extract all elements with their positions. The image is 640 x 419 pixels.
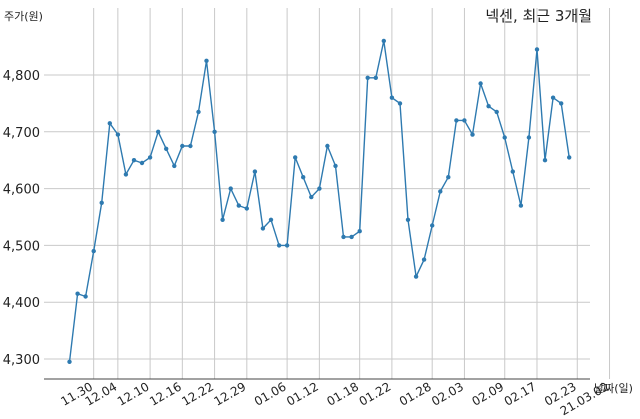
y-tick-labels: 4,300 4,400 4,500 4,600 4,700 4,800 — [3, 69, 40, 368]
data-point — [494, 109, 499, 115]
data-point — [510, 169, 515, 174]
y-tick-label: 4,400 — [3, 296, 40, 311]
data-point — [413, 274, 419, 279]
data-point — [534, 47, 540, 52]
data-point — [115, 132, 121, 137]
data-point — [486, 104, 491, 109]
y-tick-label: 4,800 — [3, 69, 40, 84]
data-point — [276, 243, 282, 248]
data-point — [309, 194, 314, 200]
x-tick-label: 01.28 — [397, 379, 434, 408]
data-point — [381, 38, 386, 44]
data-point — [502, 135, 507, 140]
data-point — [550, 95, 556, 100]
data-point — [252, 169, 258, 174]
data-point — [107, 121, 113, 126]
data-point — [284, 243, 290, 248]
data-point — [164, 146, 169, 151]
x-tick-label: 02.17 — [502, 379, 539, 408]
grid-lines — [44, 8, 611, 379]
data-point — [268, 217, 274, 222]
data-point — [526, 135, 532, 140]
y-tick-label: 4,600 — [3, 183, 40, 198]
x-tick-label: 01.18 — [324, 379, 361, 408]
data-point — [180, 143, 185, 149]
data-point — [430, 223, 435, 228]
data-point — [139, 160, 145, 166]
data-point — [341, 234, 346, 240]
x-tick-label: 02.09 — [469, 379, 506, 408]
x-tick-label: 01.22 — [357, 379, 394, 408]
data-point — [542, 158, 548, 163]
y-tick-label: 4,500 — [3, 239, 40, 254]
data-point — [67, 359, 72, 364]
data-point — [470, 132, 475, 137]
data-point — [212, 129, 217, 134]
data-point — [301, 175, 306, 180]
data-point — [317, 186, 322, 191]
data-point — [357, 229, 362, 234]
data-point — [188, 143, 193, 149]
x-tick-label: 12.22 — [179, 379, 216, 408]
data-point — [333, 163, 338, 169]
data-point — [454, 118, 459, 123]
price-data-points — [67, 38, 572, 364]
data-point — [462, 118, 467, 123]
data-point — [365, 75, 370, 81]
data-point — [567, 155, 572, 160]
data-point — [446, 175, 451, 180]
data-point — [156, 129, 161, 134]
data-point — [196, 109, 201, 115]
x-tick-label: 12.10 — [115, 379, 152, 408]
y-tick-label: 4,700 — [3, 126, 40, 141]
data-point — [349, 234, 354, 240]
data-point — [123, 172, 129, 177]
data-point — [83, 294, 88, 299]
data-point — [518, 203, 524, 208]
data-point — [260, 226, 266, 231]
data-point — [373, 75, 378, 81]
data-point — [244, 206, 249, 211]
data-point — [204, 58, 209, 63]
y-axis-label: 주가(원) — [4, 10, 43, 23]
data-point — [228, 186, 233, 191]
data-point — [397, 101, 403, 106]
data-point — [405, 217, 411, 222]
data-point — [559, 101, 564, 106]
data-point — [478, 81, 483, 86]
data-point — [293, 155, 298, 160]
data-point — [91, 248, 96, 254]
data-point — [438, 189, 443, 194]
chart-title: 넥센, 최근 3개월 — [485, 7, 592, 25]
data-point — [236, 203, 241, 208]
x-tick-label: 01.06 — [252, 379, 289, 408]
x-tick-label: 12.16 — [147, 379, 184, 408]
data-point — [172, 163, 177, 169]
x-tick-label: 01.12 — [284, 379, 321, 408]
data-point — [75, 291, 80, 296]
data-point — [99, 200, 104, 205]
data-point — [220, 217, 225, 222]
x-axis-label: 날짜(일) — [594, 381, 633, 395]
data-point — [421, 257, 427, 262]
data-point — [389, 95, 395, 100]
x-tick-label: 12.29 — [212, 379, 249, 408]
data-point — [131, 158, 137, 163]
x-tick-label: 02.03 — [429, 379, 466, 408]
data-point — [325, 143, 330, 149]
y-tick-label: 4,300 — [3, 353, 40, 368]
data-point — [147, 155, 153, 160]
